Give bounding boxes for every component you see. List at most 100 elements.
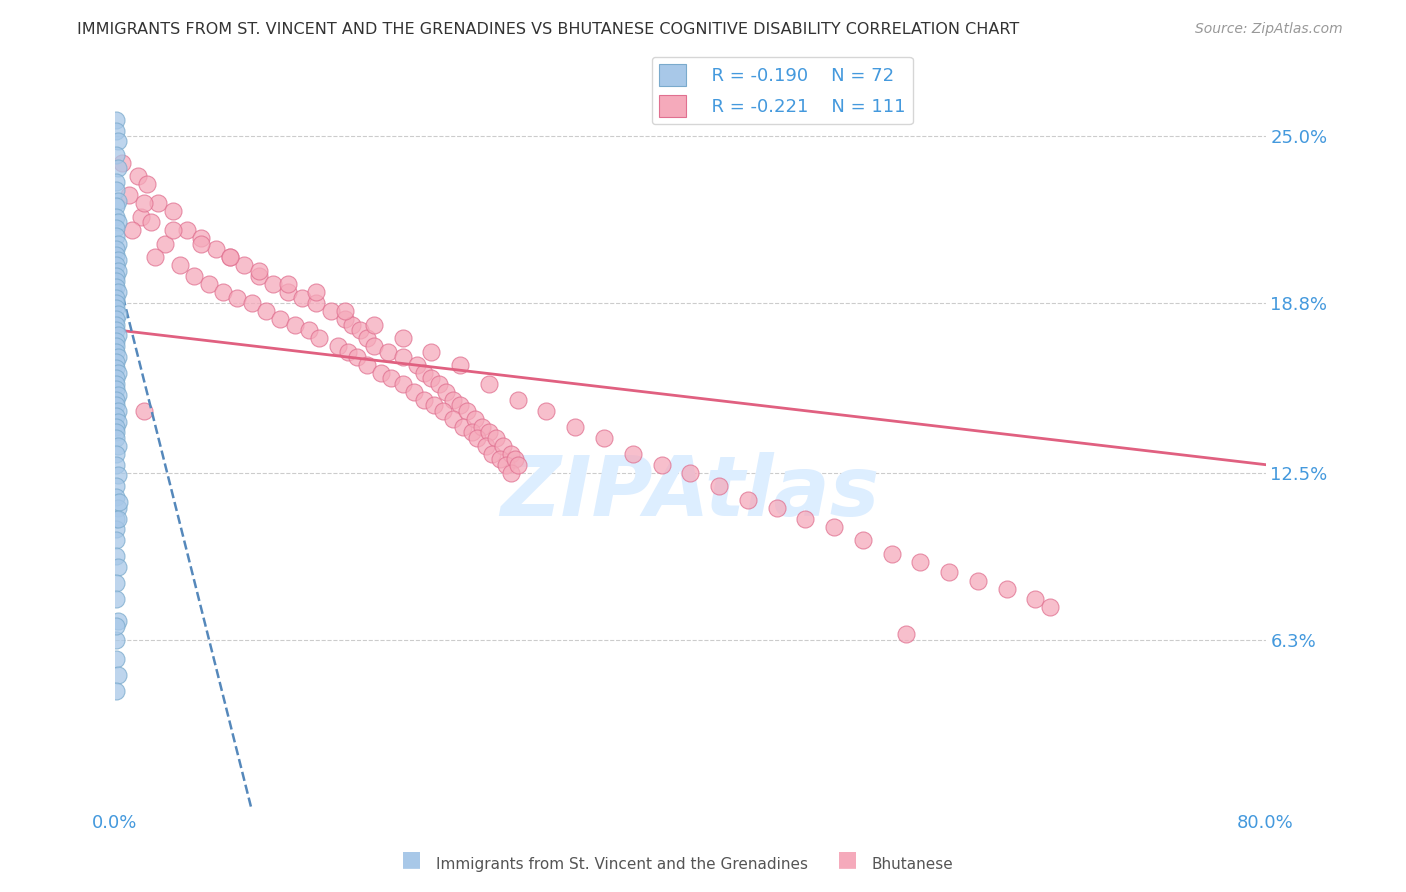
Point xyxy=(423,398,446,412)
Point xyxy=(291,291,314,305)
Point xyxy=(391,331,413,345)
Point xyxy=(380,371,402,385)
Point xyxy=(420,344,443,359)
Text: ZIPAtlas: ZIPAtlas xyxy=(501,452,880,533)
Point xyxy=(503,452,526,467)
Point xyxy=(894,627,917,641)
Point xyxy=(277,285,299,300)
Point xyxy=(204,242,226,256)
Text: Immigrants from St. Vincent and the Grenadines: Immigrants from St. Vincent and the Gren… xyxy=(436,857,808,872)
Point xyxy=(489,452,512,467)
Point xyxy=(910,555,932,569)
Point xyxy=(219,250,242,264)
Point xyxy=(105,296,128,310)
Point xyxy=(105,312,128,326)
Point xyxy=(105,431,128,445)
Point xyxy=(105,522,128,536)
Point xyxy=(269,312,291,326)
Point xyxy=(432,404,454,418)
Point xyxy=(105,619,128,633)
Point xyxy=(105,392,128,407)
Point xyxy=(105,371,128,385)
Point xyxy=(707,479,730,493)
Point xyxy=(107,307,129,321)
Point xyxy=(107,560,129,574)
Text: ■: ■ xyxy=(401,849,422,869)
Point xyxy=(105,511,128,525)
Point xyxy=(105,247,128,261)
Point xyxy=(737,492,759,507)
Point xyxy=(404,384,426,399)
Point xyxy=(105,242,128,256)
Point xyxy=(995,582,1018,596)
Point xyxy=(305,285,328,300)
Point xyxy=(481,447,503,461)
Point xyxy=(105,199,128,213)
Point xyxy=(105,183,128,197)
Point xyxy=(420,371,443,385)
Point xyxy=(105,458,128,472)
Point xyxy=(121,223,143,237)
Point xyxy=(108,495,131,509)
Point xyxy=(1039,600,1062,615)
Point xyxy=(107,263,129,277)
Point xyxy=(105,344,128,359)
Point xyxy=(107,668,129,682)
Point xyxy=(456,404,478,418)
Text: IMMIGRANTS FROM ST. VINCENT AND THE GRENADINES VS BHUTANESE COGNITIVE DISABILITY: IMMIGRANTS FROM ST. VINCENT AND THE GREN… xyxy=(77,22,1019,37)
Point xyxy=(464,412,486,426)
Point xyxy=(105,398,128,412)
Point xyxy=(105,360,128,375)
Point xyxy=(162,223,184,237)
Point xyxy=(326,339,349,353)
Point xyxy=(451,420,474,434)
Point xyxy=(105,334,128,348)
Point xyxy=(105,148,128,162)
Point xyxy=(651,458,673,472)
Point xyxy=(107,500,129,515)
Point xyxy=(342,318,364,332)
Point xyxy=(105,123,128,137)
Point xyxy=(197,277,219,292)
Point xyxy=(105,210,128,224)
Point xyxy=(391,376,413,391)
Point xyxy=(105,275,128,289)
Point xyxy=(406,358,429,372)
Point xyxy=(413,366,436,380)
Point xyxy=(506,392,529,407)
Point xyxy=(107,215,129,229)
Point xyxy=(413,392,436,407)
Point xyxy=(765,500,787,515)
Point xyxy=(129,210,152,224)
Point xyxy=(107,134,129,148)
Point xyxy=(162,204,184,219)
Point xyxy=(449,398,471,412)
Point xyxy=(880,547,903,561)
Point xyxy=(105,355,128,369)
Point xyxy=(794,511,817,525)
Point xyxy=(107,328,129,343)
Point xyxy=(254,304,277,318)
Point xyxy=(478,376,501,391)
Point xyxy=(105,291,128,305)
Legend:   R = -0.190    N = 72,   R = -0.221    N = 111: R = -0.190 N = 72, R = -0.221 N = 111 xyxy=(651,56,912,124)
Point xyxy=(356,331,378,345)
Point xyxy=(107,285,129,300)
Point xyxy=(233,258,256,272)
Point xyxy=(485,431,508,445)
Point xyxy=(107,511,129,525)
Point xyxy=(506,458,529,472)
Point xyxy=(146,196,169,211)
Point xyxy=(105,479,128,493)
Point xyxy=(105,632,128,647)
Point xyxy=(105,684,128,698)
Point xyxy=(333,304,356,318)
Point xyxy=(111,156,134,170)
Point xyxy=(135,178,157,192)
Point xyxy=(967,574,990,588)
Point xyxy=(460,425,482,440)
Point xyxy=(370,366,392,380)
Point xyxy=(333,312,356,326)
Point xyxy=(143,250,166,264)
Point xyxy=(105,258,128,272)
